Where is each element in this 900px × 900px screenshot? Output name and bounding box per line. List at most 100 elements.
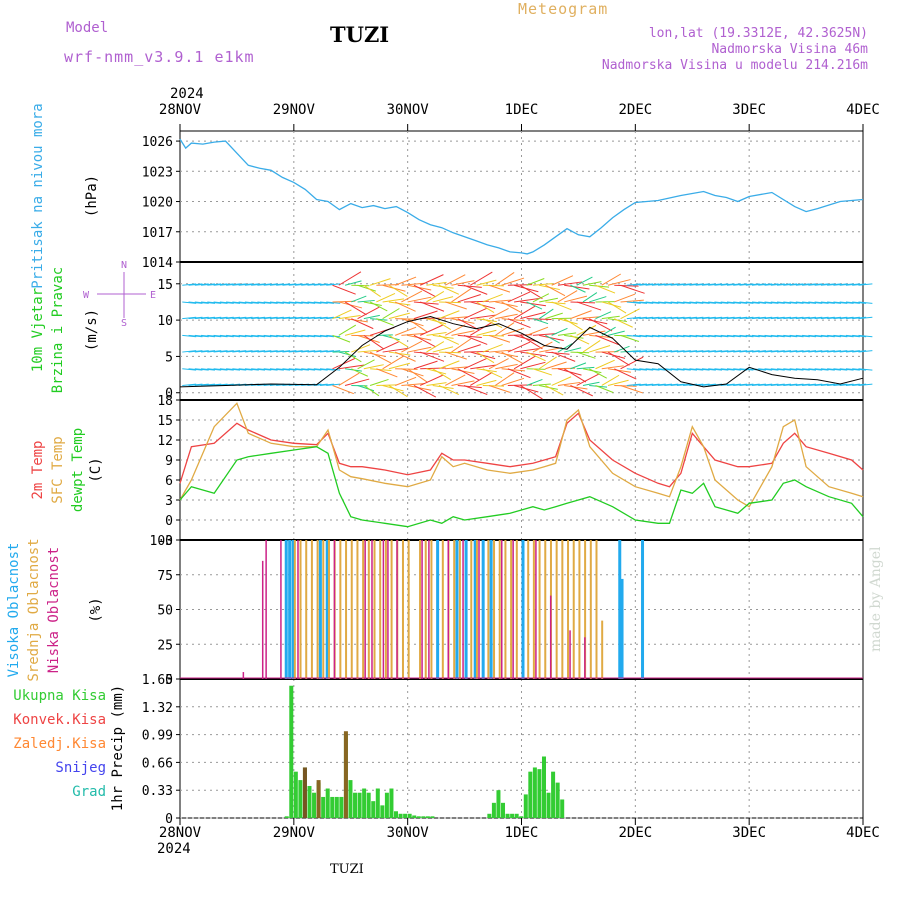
wind-arrow (513, 355, 536, 370)
wind-arrow (238, 301, 253, 304)
wind-arrow (182, 383, 197, 386)
cloud-bar (242, 672, 245, 679)
wind-arrow (344, 280, 362, 286)
wind-arrow (488, 308, 509, 320)
wind-arrow (351, 295, 367, 303)
wind-arrow (651, 301, 666, 304)
wind-arrow (201, 350, 216, 353)
wind-arrow (344, 301, 367, 316)
wind-arrow (802, 368, 817, 371)
wind-arrow (332, 351, 350, 353)
wind-arrow (858, 316, 873, 320)
wind-arrow (432, 296, 454, 303)
wind-arrow (382, 334, 400, 341)
wind-arrow (363, 385, 380, 397)
precip-bar (532, 767, 537, 818)
wind-arrow (263, 334, 278, 338)
wind-arrow (532, 341, 553, 353)
wind-arrow (726, 368, 741, 371)
wind-arrow (845, 316, 860, 320)
precip-bar (380, 805, 385, 818)
cloud-bar (498, 540, 501, 679)
wind-arrow (276, 283, 291, 286)
wind-arrow (526, 318, 552, 320)
wind-arrow (783, 316, 798, 320)
wind-arrow (708, 383, 723, 386)
wind-arrow (589, 296, 607, 303)
wind-arrow (751, 383, 766, 386)
wind-arrow (595, 284, 616, 294)
wind-arrow (833, 350, 848, 353)
precip-bar (293, 771, 298, 818)
cloud-ylabel-high: Visoka Oblacnost (6, 543, 22, 678)
y-tick-label: 18 (157, 394, 173, 409)
wind-arrow (244, 334, 259, 338)
wind-arrow (651, 316, 666, 320)
y-tick-label: 0 (165, 673, 173, 688)
wind-arrow (532, 368, 553, 376)
wind-arrow (182, 316, 197, 320)
wind-arrow (783, 283, 798, 286)
wind-arrow (276, 350, 291, 353)
wind-arrow (488, 284, 511, 293)
wind-arrow (251, 350, 266, 353)
wind-arrow (733, 334, 748, 338)
wind-arrow (827, 334, 842, 338)
cloud-bar (367, 540, 370, 679)
precip-legend-item: Grad (72, 784, 106, 800)
wind-arrow (482, 318, 503, 328)
wind-arrow (307, 350, 322, 353)
cloud-bar (441, 540, 444, 679)
wind-arrow (626, 334, 641, 338)
wind-arrow (633, 283, 648, 286)
wind-arrow (395, 368, 418, 370)
wind-arrow (626, 301, 641, 304)
wind-arrow (852, 350, 867, 353)
wind-arrow (194, 368, 209, 371)
cloud-bar (569, 630, 571, 679)
precip-bar (510, 813, 515, 818)
wind-arrow (820, 283, 835, 286)
wind-arrow (532, 283, 553, 286)
wind-arrow (689, 283, 704, 286)
cloud-bar (561, 540, 564, 679)
wind-arrow (852, 383, 867, 386)
wind-arrow (294, 368, 309, 371)
y-tick-label: 0.99 (142, 729, 173, 744)
y-tick-label: 10 (157, 314, 173, 329)
y-tick-label: 1023 (142, 165, 173, 180)
wind-arrow (551, 376, 572, 386)
wind-arrow (476, 301, 495, 314)
cloud-bar (284, 540, 288, 679)
wind-arrow (802, 283, 817, 286)
wind-arrow (244, 283, 259, 286)
wind-arrow (651, 350, 666, 353)
wind-arrow (589, 344, 611, 353)
cloud-bar (293, 540, 296, 679)
wind-arrow (344, 329, 366, 336)
cloud-bar (455, 540, 459, 679)
precip-bar (546, 792, 551, 818)
wind-arrow (326, 350, 341, 353)
wind-arrow (852, 368, 867, 371)
wind-arrow (532, 293, 550, 303)
cloud-bar (470, 540, 473, 679)
wind-arrow (701, 316, 716, 320)
wind-arrow (426, 382, 447, 386)
cloud-bar (316, 540, 319, 679)
wind-arrow (263, 350, 278, 353)
wind-arrow (720, 301, 735, 304)
wind-arrow (376, 384, 397, 386)
wind-arrow (244, 301, 259, 304)
y-tick-label: 15 (157, 414, 173, 429)
wind-arrow (614, 384, 637, 387)
cloud-bar (379, 540, 382, 679)
cloud-bar (641, 540, 645, 679)
wind-arrow (845, 350, 860, 353)
wind-arrow (758, 383, 773, 386)
wind-arrow (570, 362, 587, 370)
wind-arrow (751, 316, 766, 320)
wind-arrow (182, 368, 197, 371)
wind-arrow (833, 283, 848, 286)
wind-arrow (251, 368, 266, 371)
